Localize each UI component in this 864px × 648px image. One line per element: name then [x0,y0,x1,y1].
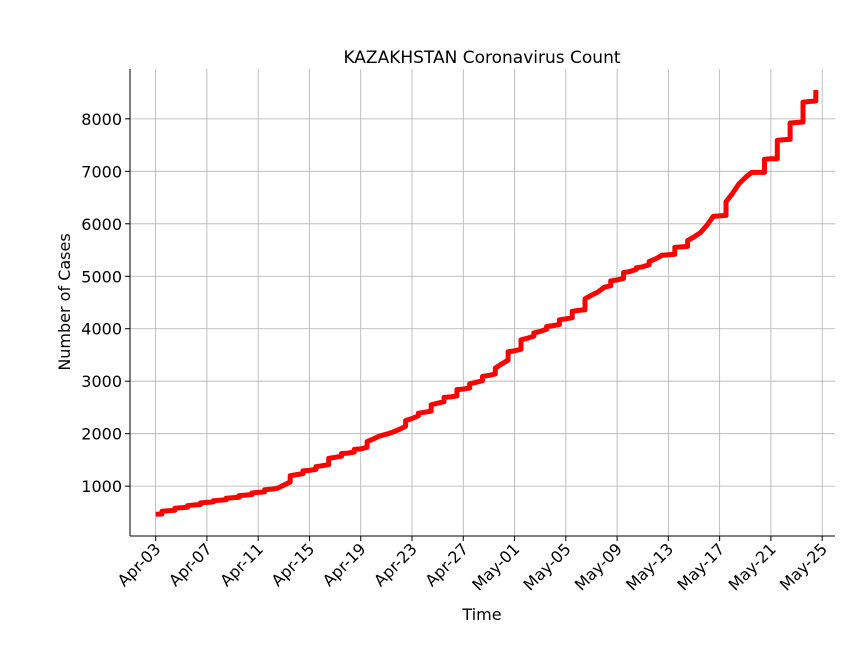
y-tick-label: 5000 [81,267,122,286]
x-axis-label: Time [461,605,501,624]
x-tick-label: Apr-03 [114,539,165,590]
grid [130,69,835,536]
x-tick-label: Apr-15 [268,539,319,590]
series-layer [155,90,819,517]
x-tick-label: May-13 [622,539,677,594]
x-tick-label: Apr-27 [421,539,472,590]
series-line [155,90,819,517]
x-tick-label: Apr-11 [216,539,267,590]
x-tick-label: May-05 [520,539,575,594]
x-tick-label: May-17 [673,539,728,594]
axes-spines [129,69,835,537]
y-tick-label: 8000 [81,110,122,129]
x-ticks: Apr-03 Apr-07 Apr-11 Apr-15 Apr-19 Apr-23 Apr-… [114,536,831,595]
y-tick-label: 3000 [81,372,122,391]
x-tick-label: Apr-23 [370,539,421,590]
y-tick-label: 6000 [81,215,122,234]
x-tick-label: May-21 [725,539,780,594]
x-tick-label: Apr-07 [165,539,216,590]
y-tick-label: 2000 [81,425,122,444]
chart-title: KAZAKHSTAN Coronavirus Count [343,48,620,68]
y-tick-label: 4000 [81,320,122,339]
y-axis-label: Number of Cases [55,233,74,370]
x-tick-label: May-01 [468,539,523,594]
y-ticks: 1000 2000 3000 4000 5000 6000 7000 8000 [81,110,130,496]
y-tick-label: 7000 [81,162,122,181]
x-tick-label: May-09 [571,539,626,594]
x-tick-label: Apr-19 [319,539,370,590]
x-tick-label: May-25 [776,539,831,594]
y-tick-label: 1000 [81,477,122,496]
